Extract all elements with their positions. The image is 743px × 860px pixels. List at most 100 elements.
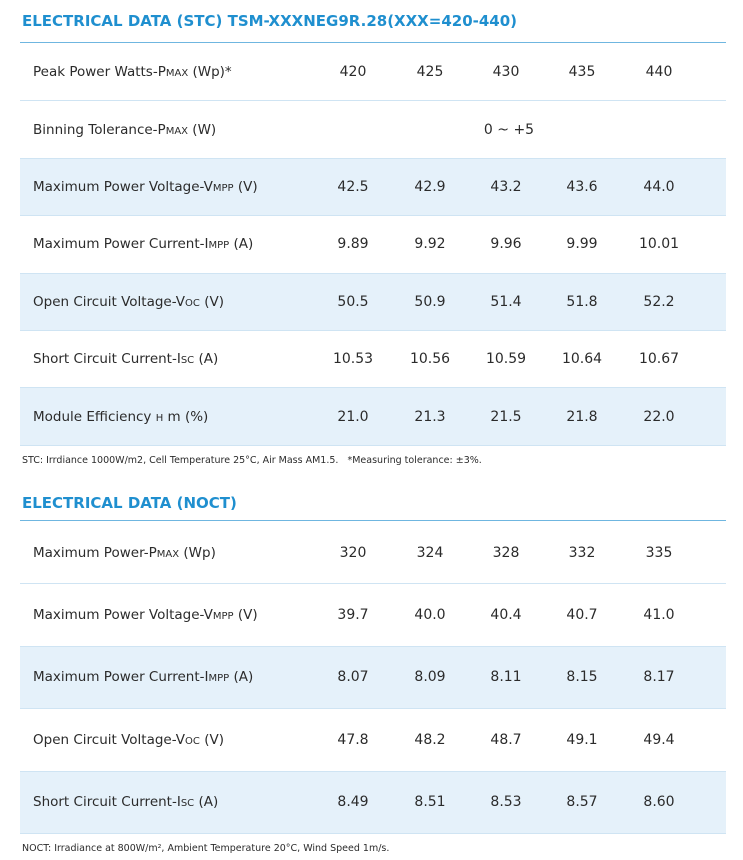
cell-value: 39.7 (337, 607, 369, 624)
cell-value: 50.5 (337, 293, 369, 310)
label-text: Maximum Power-P (33, 544, 157, 561)
cell-value: 10.53 (332, 351, 374, 368)
cell-value: 9.99 (566, 236, 598, 253)
cell-value: 8.11 (490, 669, 522, 686)
label-text: Binning Tolerance-P (33, 121, 166, 138)
table-row: Open Circuit Voltage-VOC (V) 47.8 48.2 48.7… (20, 709, 726, 772)
row-label: Open Circuit Voltage-VOC (V) (33, 294, 224, 310)
table-row: Maximum Power Current-IMPP (A) 9.89 9.92 9.… (20, 216, 726, 274)
table-row: Short Circuit Current-ISC (A) 10.53 10.56 1… (20, 331, 726, 389)
cell-value: 0 ~ +5 (483, 121, 535, 138)
cell-value: 8.53 (490, 794, 522, 811)
cell-value: 52.2 (643, 293, 675, 310)
divider (20, 520, 726, 521)
label-subscript: OC (185, 297, 200, 309)
cell-value: 47.8 (337, 731, 369, 748)
cell-value: 9.96 (490, 236, 522, 253)
cell-value: 10.59 (485, 351, 527, 368)
cell-value: 8.07 (337, 669, 369, 686)
label-unit: (A) (229, 669, 254, 686)
section-title: ELECTRICAL DATA (STC) TSM-XXXNEG9R.28(XX… (22, 12, 518, 30)
cell-value: 40.0 (414, 607, 446, 624)
label-unit: m (%) (163, 408, 209, 425)
row-label: Maximum Power Voltage-VMPP (V) (33, 607, 258, 623)
label-text: Peak Power Watts-P (33, 64, 166, 81)
cell-value: 435 (568, 64, 596, 81)
cell-value: 8.15 (566, 669, 598, 686)
label-unit: (V) (233, 607, 258, 624)
row-label: Maximum Power Current-IMPP (A) (33, 236, 253, 252)
table-row: Peak Power Watts-PMAX (Wp)* 420 425 430 435 4… (20, 44, 726, 102)
row-label: Maximum Power-PMAX (Wp) (33, 545, 216, 561)
cell-value: 8.57 (566, 794, 598, 811)
cell-value: 40.4 (490, 607, 522, 624)
cell-value: 21.8 (566, 408, 598, 425)
label-subscript: MPP (212, 611, 234, 623)
label-subscript: SC (180, 355, 195, 367)
cell-value: 320 (339, 544, 367, 561)
cell-value: 48.2 (414, 731, 446, 748)
label-unit: (W) (188, 121, 217, 138)
label-unit: (V) (199, 731, 224, 748)
cell-value: 42.9 (414, 178, 446, 195)
row-label: Maximum Power Voltage-VMPP (V) (33, 179, 258, 195)
divider (20, 42, 726, 43)
label-subscript: MAX (156, 548, 180, 560)
label-text: Short Circuit Current-I (33, 794, 181, 811)
cell-value: 332 (568, 544, 596, 561)
cell-value: 21.5 (490, 408, 522, 425)
cell-value: 44.0 (643, 178, 675, 195)
label-subscript: SC (180, 798, 195, 810)
cell-value: 43.6 (566, 178, 598, 195)
cell-value: 22.0 (643, 408, 675, 425)
table-row: Maximum Power-PMAX (Wp) 320 324 328 332 335 (20, 522, 726, 585)
label-unit: (Wp) (179, 544, 216, 561)
cell-value: 50.9 (414, 293, 446, 310)
label-unit: (A) (194, 351, 219, 368)
cell-value: 51.4 (490, 293, 522, 310)
label-text: Maximum Power Voltage-V (33, 607, 213, 624)
label-subscript: MPP (208, 673, 230, 685)
cell-value: 49.4 (643, 731, 675, 748)
cell-value: 9.89 (337, 236, 369, 253)
cell-value: 10.56 (409, 351, 451, 368)
cell-value: 8.17 (643, 669, 675, 686)
cell-value: 324 (416, 544, 444, 561)
row-label: Peak Power Watts-PMAX (Wp)* (33, 64, 232, 80)
table-row: Maximum Power Voltage-VMPP (V) 39.7 40.0 40… (20, 584, 726, 647)
footnote: STC: Irrdiance 1000W/m2, Cell Temperatur… (22, 455, 482, 466)
cell-value: 9.92 (414, 236, 446, 253)
cell-value: 8.60 (643, 794, 675, 811)
label-subscript: MPP (212, 182, 234, 194)
table-row: Module Efficiency η m (%) 21.0 21.3 21.5 21.… (20, 388, 726, 446)
row-label: Short Circuit Current-ISC (A) (33, 794, 218, 810)
cell-value: 8.49 (337, 794, 369, 811)
label-unit: (Wp)* (188, 64, 232, 81)
cell-value: 8.51 (414, 794, 446, 811)
label-subscript: MPP (208, 240, 230, 252)
cell-value: 51.8 (566, 293, 598, 310)
row-label: Open Circuit Voltage-VOC (V) (33, 732, 224, 748)
label-unit: (V) (199, 293, 224, 310)
cell-value: 40.7 (566, 607, 598, 624)
label-text: Module Efficiency (33, 408, 156, 425)
cell-value: 49.1 (566, 731, 598, 748)
label-text: Short Circuit Current-I (33, 351, 181, 368)
cell-value: 10.67 (638, 351, 680, 368)
cell-value: 41.0 (643, 607, 675, 624)
label-unit: (A) (194, 794, 219, 811)
row-label: Binning Tolerance-PMAX (W) (33, 122, 216, 138)
label-text: Open Circuit Voltage-V (33, 731, 186, 748)
table-row: Binning Tolerance-PMAX (W) 0 ~ +5 (20, 101, 726, 159)
cell-value: 440 (645, 64, 673, 81)
row-label: Short Circuit Current-ISC (A) (33, 351, 218, 367)
label-subscript: MAX (165, 125, 189, 137)
label-subscript: η (155, 412, 164, 424)
cell-value: 8.09 (414, 669, 446, 686)
label-text: Maximum Power Current-I (33, 236, 209, 253)
cell-value: 430 (492, 64, 520, 81)
cell-value: 42.5 (337, 178, 369, 195)
section-title: ELECTRICAL DATA (NOCT) (22, 494, 237, 512)
cell-value: 335 (645, 544, 673, 561)
